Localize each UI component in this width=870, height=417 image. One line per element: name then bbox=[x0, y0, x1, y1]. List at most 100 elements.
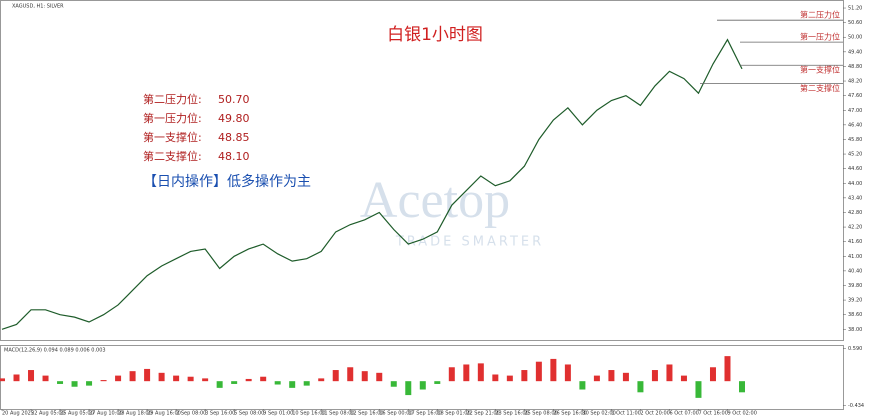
x-tick-label: 22 Aug 05:00 bbox=[31, 411, 65, 417]
macd-bar bbox=[477, 363, 484, 382]
y-tick-label: 48.20 bbox=[848, 79, 862, 85]
y-tick-label: 42.80 bbox=[848, 210, 862, 216]
x-tick-label: 2 Oct 20:00 bbox=[640, 411, 669, 417]
level-left-text: 第一支撑位: bbox=[143, 130, 202, 144]
macd-bar bbox=[463, 364, 470, 382]
y-tick-label: 50.00 bbox=[848, 35, 862, 41]
y-tick-label: 39.20 bbox=[848, 298, 862, 304]
y-tick-label: 42.20 bbox=[848, 225, 862, 231]
x-tick-label: 10 Sep 16:00 bbox=[292, 411, 325, 417]
y-tick-label: 50.60 bbox=[848, 20, 862, 26]
macd-bar bbox=[158, 372, 165, 382]
x-tick-label: 1 Oct 11:00 bbox=[611, 411, 640, 417]
x-tick-label: 2 Sep 08:00 bbox=[176, 411, 206, 417]
x-tick-label: 6 Oct 07:00 bbox=[669, 411, 698, 417]
macd-bar bbox=[173, 375, 180, 382]
x-tick-label: 9 Oct 02:00 bbox=[727, 411, 756, 417]
macd-bar bbox=[216, 381, 223, 388]
y-tick-label: 40.40 bbox=[848, 268, 862, 274]
macd-bar bbox=[318, 378, 325, 382]
y-tick-label: -0.434 bbox=[848, 403, 864, 409]
x-tick-label: 5 Sep 08:00 bbox=[234, 411, 264, 417]
x-tick-label: 9 Sep 01:00 bbox=[263, 411, 293, 417]
x-tick-label: 28 Aug 18:00 bbox=[118, 411, 152, 417]
macd-bar bbox=[579, 381, 586, 390]
y-tick-label: 41.00 bbox=[848, 254, 862, 260]
macd-bar bbox=[332, 370, 339, 382]
macd-bar bbox=[100, 380, 107, 382]
y-tick-label: 47.60 bbox=[848, 93, 862, 99]
x-tick-label: 16 Sep 00:00 bbox=[379, 411, 412, 417]
macd-bar bbox=[550, 358, 557, 382]
macd-bar bbox=[448, 367, 455, 382]
x-tick-label: 22 Sep 21:00 bbox=[466, 411, 499, 417]
y-tick-label: 51.20 bbox=[848, 6, 862, 12]
x-tick-label: 18 Sep 01:00 bbox=[437, 411, 470, 417]
macd-bar bbox=[608, 370, 615, 382]
macd-bar bbox=[680, 375, 687, 382]
level-name: 第一支撑位 bbox=[800, 65, 840, 75]
level-left-text: 第二压力位: bbox=[143, 92, 202, 106]
macd-bar bbox=[376, 372, 383, 382]
watermark-tagline: TRADE SMARTER bbox=[395, 235, 544, 250]
macd-bar bbox=[57, 381, 64, 384]
x-tick-label: 26 Sep 16:00 bbox=[553, 411, 586, 417]
macd-bar bbox=[289, 381, 296, 388]
x-tick-label: 7 Oct 16:00 bbox=[698, 411, 727, 417]
macd-bar bbox=[0, 378, 5, 382]
x-tick-label: 12 Sep 16:00 bbox=[350, 411, 383, 417]
y-tick-label: 0.590 bbox=[848, 346, 862, 352]
symbol-label: XAGUSD, H1: SILVER bbox=[12, 4, 64, 10]
level-value: 49.80 bbox=[218, 112, 250, 125]
macd-bar bbox=[231, 381, 238, 384]
macd-bar bbox=[651, 370, 658, 382]
macd-bar bbox=[506, 375, 513, 382]
x-tick-label: 25 Aug 05:00 bbox=[60, 411, 94, 417]
macd-bar bbox=[347, 367, 354, 382]
level-value: 48.10 bbox=[218, 150, 250, 163]
x-tick-label: 30 Sep 02:00 bbox=[582, 411, 615, 417]
macd-bar bbox=[405, 381, 412, 396]
y-tick-label: 39.80 bbox=[848, 283, 862, 289]
macd-bar bbox=[86, 381, 93, 386]
y-tick-label: 48.80 bbox=[848, 64, 862, 70]
price-line bbox=[1, 38, 743, 330]
x-tick-label: 27 Aug 10:00 bbox=[89, 411, 123, 417]
level-name: 第一压力位 bbox=[800, 32, 840, 42]
y-tick-label: 46.40 bbox=[848, 122, 862, 128]
y-tick-label: 44.00 bbox=[848, 181, 862, 187]
main-frame bbox=[0, 0, 844, 341]
macd-frame bbox=[0, 345, 844, 410]
level-name: 第二支撑位 bbox=[800, 83, 840, 93]
y-tick-label: 44.60 bbox=[848, 166, 862, 172]
x-tick-label: 20 Aug 2025 bbox=[2, 411, 34, 417]
macd-bar bbox=[709, 367, 716, 382]
macd-bar bbox=[564, 364, 571, 382]
macd-bar bbox=[260, 376, 267, 382]
macd-bar bbox=[535, 361, 542, 382]
x-tick-label: 25 Sep 08:00 bbox=[524, 411, 557, 417]
macd-bar bbox=[695, 381, 702, 398]
x-tick-label: 23 Sep 16:00 bbox=[495, 411, 528, 417]
macd-label: MACD(12,26,9) 0.094 0.089 0.006 0.003 bbox=[4, 348, 106, 354]
macd-bar bbox=[637, 381, 644, 393]
x-tick-label: 11 Sep 08:00 bbox=[321, 411, 354, 417]
macd-bar bbox=[492, 374, 499, 382]
macd-bar bbox=[274, 381, 281, 385]
macd-bar bbox=[434, 381, 441, 384]
macd-bar bbox=[202, 378, 209, 382]
macd-bar bbox=[115, 375, 122, 382]
strategy-text: 【日内操作】低多操作为主 bbox=[143, 173, 311, 190]
macd-bar bbox=[666, 364, 673, 382]
macd-bar bbox=[419, 381, 426, 390]
level-name: 第二压力位 bbox=[800, 10, 840, 20]
macd-bar bbox=[521, 370, 528, 382]
level-left-text: 第二支撑位: bbox=[143, 149, 202, 163]
level-value: 50.70 bbox=[218, 93, 250, 106]
y-tick-label: 45.20 bbox=[848, 152, 862, 158]
macd-bar bbox=[71, 381, 78, 387]
macd-bar bbox=[187, 376, 194, 382]
macd-bar bbox=[42, 375, 49, 382]
